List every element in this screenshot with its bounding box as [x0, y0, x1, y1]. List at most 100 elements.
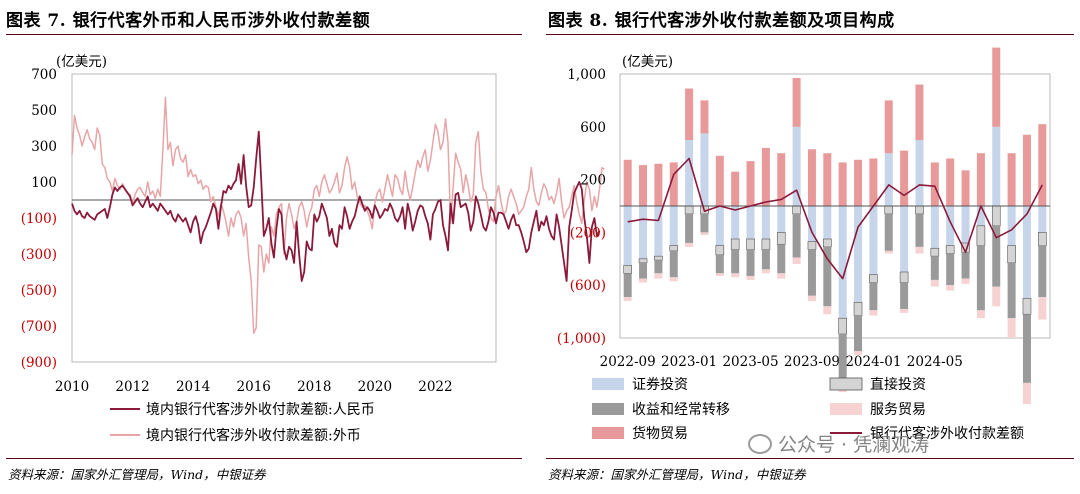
bar-securities	[946, 206, 955, 246]
bar-services	[700, 232, 709, 236]
line-chart-left: (亿美元)700 500 300 100 (100) (300) (500) (700) (90…	[21, 54, 605, 444]
bar-goods	[715, 155, 724, 206]
bar-goods	[992, 47, 1001, 127]
bar-fdi	[1038, 232, 1047, 246]
bar-goods	[792, 77, 801, 127]
bar-chart-right: (亿美元) 1,000 600 200 (200) (600) (1,000) 2022-09…	[557, 47, 1051, 442]
y-tick-label: (600)	[570, 278, 606, 294]
bar-income	[731, 249, 740, 274]
x-tick-label: 2024-01	[845, 354, 901, 370]
y-tick-label: (900)	[21, 355, 57, 371]
source-note-left: 资料来源：国家外汇管理局，Wind，中银证券	[8, 467, 266, 482]
x-tick-label: 2020	[358, 379, 392, 395]
bar-goods	[807, 149, 816, 206]
bar-securities	[1022, 206, 1031, 299]
bar-income	[838, 334, 847, 389]
bar-services	[746, 275, 755, 280]
bar-services	[854, 351, 863, 356]
bar-fdi	[669, 245, 679, 252]
bar-goods	[654, 163, 663, 206]
bar-fdi	[746, 238, 755, 250]
bar-income	[946, 253, 955, 286]
source-note-right: 资料来源：国家外汇管理局，Wind，中银证券	[548, 467, 806, 482]
bar-services	[715, 273, 724, 276]
bar-securities	[761, 206, 770, 239]
wechat-icon	[748, 434, 772, 454]
bar-services	[900, 308, 909, 313]
bar-services	[930, 279, 939, 287]
bar-securities	[746, 206, 755, 239]
x-tick-label: 2022	[418, 379, 452, 395]
bar-income	[685, 213, 694, 243]
bar-fdi	[991, 205, 1001, 227]
legend-swatch	[592, 378, 624, 390]
bar-income	[669, 250, 678, 278]
x-tick-label: 2022-09	[600, 354, 656, 370]
bar-goods	[639, 165, 648, 206]
bar-fdi	[1022, 298, 1032, 315]
bar-securities	[823, 206, 832, 239]
bar-services	[669, 277, 678, 282]
bar-securities	[731, 206, 740, 239]
bar-services	[946, 285, 955, 291]
bar-services	[685, 242, 694, 247]
bar-income	[884, 213, 893, 251]
bar-fdi	[823, 238, 832, 248]
bar-income	[961, 252, 970, 279]
bar-services	[639, 278, 648, 283]
legend-label: 证券投资	[632, 377, 688, 393]
bar-fdi	[730, 238, 740, 250]
series-line-rmb	[71, 130, 601, 282]
bar-goods	[746, 161, 755, 206]
y-axis-label: (亿美元)	[56, 54, 107, 70]
y-axis-label: (亿美元)	[622, 54, 673, 70]
y-tick-label: (700)	[21, 319, 57, 335]
bar-income	[930, 256, 939, 280]
watermark-text: 公众号 · 凭澜观涛	[778, 434, 930, 456]
legend-label: 境内银行代客涉外收付款差额:人民币	[146, 401, 375, 418]
bar-goods	[869, 158, 878, 206]
bar-fdi	[838, 317, 847, 335]
bar-fdi	[915, 205, 924, 215]
bar-services	[961, 278, 970, 284]
chart-panel-left: 图表 7. 银行代客外币和人民币涉外收付款差额 (亿美元) 700 500 300 10…	[0, 0, 605, 494]
plot-frame	[71, 73, 497, 363]
legend-swatch	[592, 403, 624, 415]
bar-services	[976, 310, 985, 319]
bar-goods	[761, 147, 770, 206]
x-tick-label: 2023-01	[661, 354, 717, 370]
bar-goods	[731, 171, 740, 206]
x-tick-label: 2014	[176, 379, 210, 395]
bar-fdi	[884, 205, 894, 215]
x-tick-label: 2010	[55, 379, 89, 395]
bar-goods	[777, 153, 786, 206]
bar-fdi	[807, 241, 817, 250]
bar-services	[731, 273, 740, 278]
chart-title-left: 图表 7. 银行代客外币和人民币涉外收付款差额	[6, 11, 371, 31]
bar-fdi	[853, 302, 863, 316]
y-tick-label: 1,000	[567, 67, 606, 83]
bar-securities	[1007, 206, 1016, 246]
y-tick-label: (100)	[21, 211, 57, 227]
bar-fdi	[776, 232, 786, 245]
bar-fdi	[945, 245, 955, 254]
x-tick-label: 2016	[237, 379, 271, 395]
legend-swatch	[830, 403, 862, 415]
bar-securities	[1038, 206, 1047, 233]
bar-services	[654, 273, 663, 279]
bar-fdi	[684, 205, 694, 215]
bar-income	[854, 315, 863, 352]
title-rule-right	[546, 34, 1074, 35]
bar-income	[715, 254, 724, 274]
y-tick-label: (500)	[21, 283, 57, 299]
x-tick-label: 2023-09	[784, 354, 840, 370]
bar-securities	[976, 206, 985, 226]
bar-goods	[854, 159, 863, 206]
bar-income	[1007, 262, 1016, 319]
chart-panel-right: 图表 8. 银行代客涉外收付款差额及项目构成 (亿美元) 1,000 600 200(…	[546, 0, 1080, 494]
bar-fdi	[899, 271, 909, 283]
bar-fdi	[869, 274, 878, 283]
bar-securities	[900, 206, 909, 272]
bar-income	[869, 282, 878, 311]
bar-goods	[669, 162, 678, 206]
